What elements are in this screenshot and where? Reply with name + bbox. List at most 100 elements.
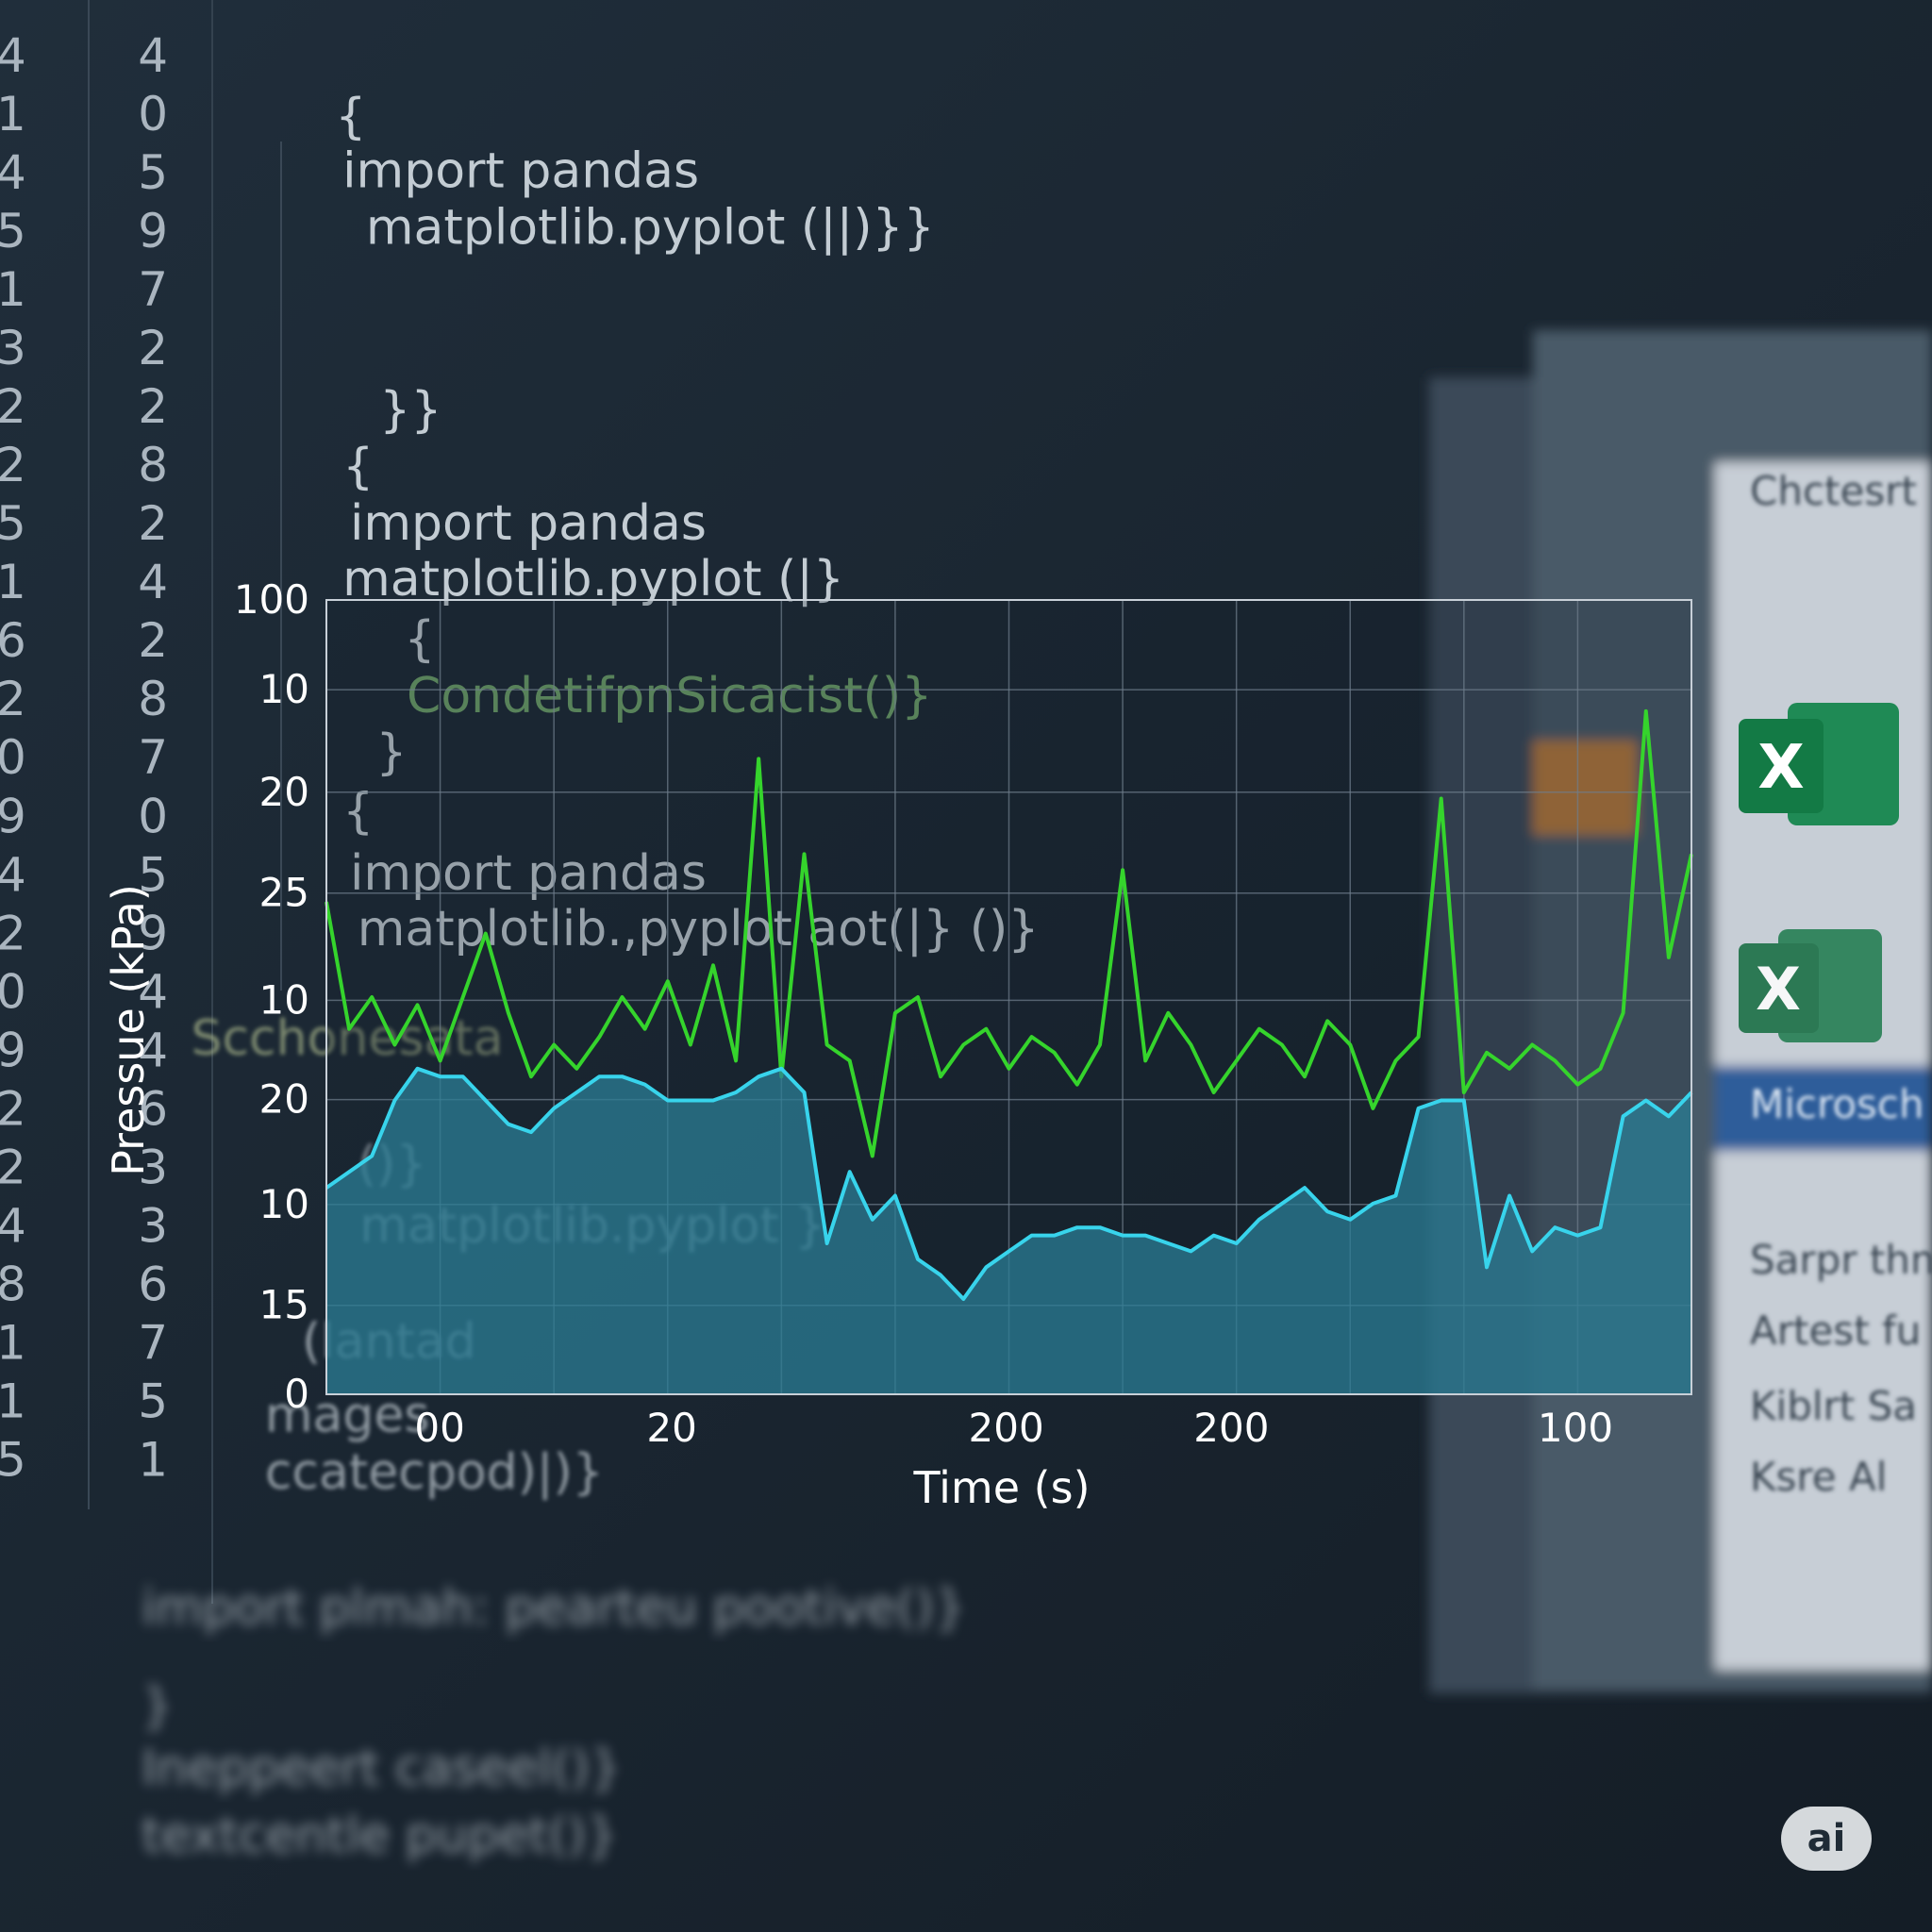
y-tick-label: 20 (259, 1076, 309, 1123)
code-line: } (375, 724, 407, 781)
svg-text:X: X (1756, 955, 1801, 1024)
code-line: matplotlib.pyplot (||)}} (366, 200, 935, 257)
line-number: 4 (0, 145, 26, 200)
series-line (325, 708, 1693, 1158)
code-line: import pandas (342, 143, 699, 200)
sidebar-highlight (1715, 1066, 1932, 1151)
y-tick-label: 10 (259, 976, 309, 1023)
code-line: matplotlib.,pyplot aot(|} ()} (358, 901, 1040, 958)
excel-icon: X (1739, 929, 1882, 1042)
line-number: 6 (0, 613, 26, 668)
x-tick-label: 100 (1538, 1405, 1613, 1451)
line-number: 4 (138, 964, 168, 1019)
code-line: { (342, 784, 374, 841)
sidebar-item: Chctesrt (1750, 468, 1917, 514)
line-number: 3 (138, 1199, 168, 1254)
code-line: import plmah: pearteu pootive()} (142, 1579, 965, 1636)
line-number: 3 (0, 321, 26, 375)
x-tick-label: 200 (1193, 1405, 1269, 1451)
line-number: 2 (0, 906, 26, 960)
line-number: 0 (0, 730, 26, 785)
x-tick-label: 20 (646, 1405, 696, 1451)
plot-frame (325, 599, 1692, 1395)
y-tick-label: 20 (259, 769, 309, 815)
line-number: 2 (0, 379, 26, 434)
line-number: 2 (0, 1141, 26, 1195)
line-number: 8 (0, 1257, 26, 1312)
line-number: 9 (0, 1023, 26, 1077)
code-line: textcentle pupet()} (142, 1807, 618, 1864)
sidebar-item: Artest fu (1750, 1307, 1921, 1354)
line-number: 2 (138, 613, 168, 668)
line-number: 0 (138, 87, 168, 142)
y-tick-label: 100 (234, 576, 309, 623)
code-line: } (142, 1678, 173, 1735)
line-number: 4 (0, 1199, 26, 1254)
y-axis-label: Pressue (kPa) (103, 884, 154, 1176)
y-tick-label: 10 (259, 1181, 309, 1227)
excel-icon: X (1739, 703, 1899, 825)
code-line: { (342, 439, 374, 495)
badge (1781, 1807, 1872, 1871)
line-number: 1 (0, 1374, 26, 1429)
line-number: 5 (0, 204, 26, 258)
line-number: 5 (138, 1374, 168, 1429)
line-number: 5 (0, 1433, 26, 1488)
line-number: 4 (0, 28, 26, 83)
x-axis-label: Time (s) (912, 1462, 1090, 1513)
orange-icon (1533, 741, 1637, 835)
line-number: 0 (0, 964, 26, 1019)
line-number: 9 (138, 906, 168, 960)
series-line (325, 1066, 1693, 1301)
y-tick-label: 10 (259, 666, 309, 712)
y-tick-label: 0 (284, 1371, 309, 1417)
code-line: Ineppeert caseel()} (142, 1740, 621, 1796)
code-line: ccatecpod)|)} (265, 1444, 604, 1501)
line-number: 5 (138, 847, 168, 902)
svg-text:X: X (1757, 733, 1804, 803)
line-number: 3 (138, 1141, 168, 1195)
line-number: 5 (0, 496, 26, 551)
line-number: 7 (138, 1316, 168, 1371)
sidebar-item: Microsch (1750, 1081, 1924, 1127)
line-number: 2 (138, 379, 168, 434)
line-number: 2 (0, 438, 26, 492)
line-number: 2 (0, 672, 26, 726)
line-number: 9 (0, 789, 26, 843)
line-number: 4 (0, 847, 26, 902)
line-number: 1 (0, 87, 26, 142)
line-number: 4 (138, 555, 168, 609)
line-number: 1 (138, 1433, 168, 1488)
line-number: 1 (0, 1316, 26, 1371)
line-number: 6 (138, 1257, 168, 1312)
code-line: mages (265, 1388, 430, 1444)
line-number: 2 (138, 496, 168, 551)
line-number: 8 (138, 672, 168, 726)
sidebar-item: Sarpr thne (1750, 1237, 1932, 1283)
line-number: 4 (138, 28, 168, 83)
line-number: 1 (0, 555, 26, 609)
line-number: 9 (138, 204, 168, 258)
sidebar-list: Chctesrt Microsch Sarpr thne Artest fu Kiblr… (1750, 468, 1932, 1500)
code-line: CondetifpnSicacist()} (407, 668, 932, 724)
code-line: { (335, 89, 366, 145)
code-line: matplotlib.pyplot (|} (342, 551, 844, 608)
line-number: 2 (138, 321, 168, 375)
code-line: import pandas (350, 495, 707, 552)
line-number: 6 (138, 1081, 168, 1136)
line-number: 7 (138, 730, 168, 785)
badge-text: ai (1807, 1817, 1846, 1860)
code-line: { (404, 611, 435, 668)
line-number: 1 (0, 262, 26, 317)
y-tick-label: 25 (259, 870, 309, 916)
line-number: 2 (0, 1081, 26, 1136)
sidebar-item: Kiblrt Sa (1750, 1383, 1917, 1429)
line-number: 4 (138, 1023, 168, 1077)
line-number: 7 (138, 262, 168, 317)
line-number: 8 (138, 438, 168, 492)
line-number: 5 (138, 145, 168, 200)
area-fill (326, 1068, 1691, 1394)
x-tick-label: 00 (414, 1405, 464, 1451)
